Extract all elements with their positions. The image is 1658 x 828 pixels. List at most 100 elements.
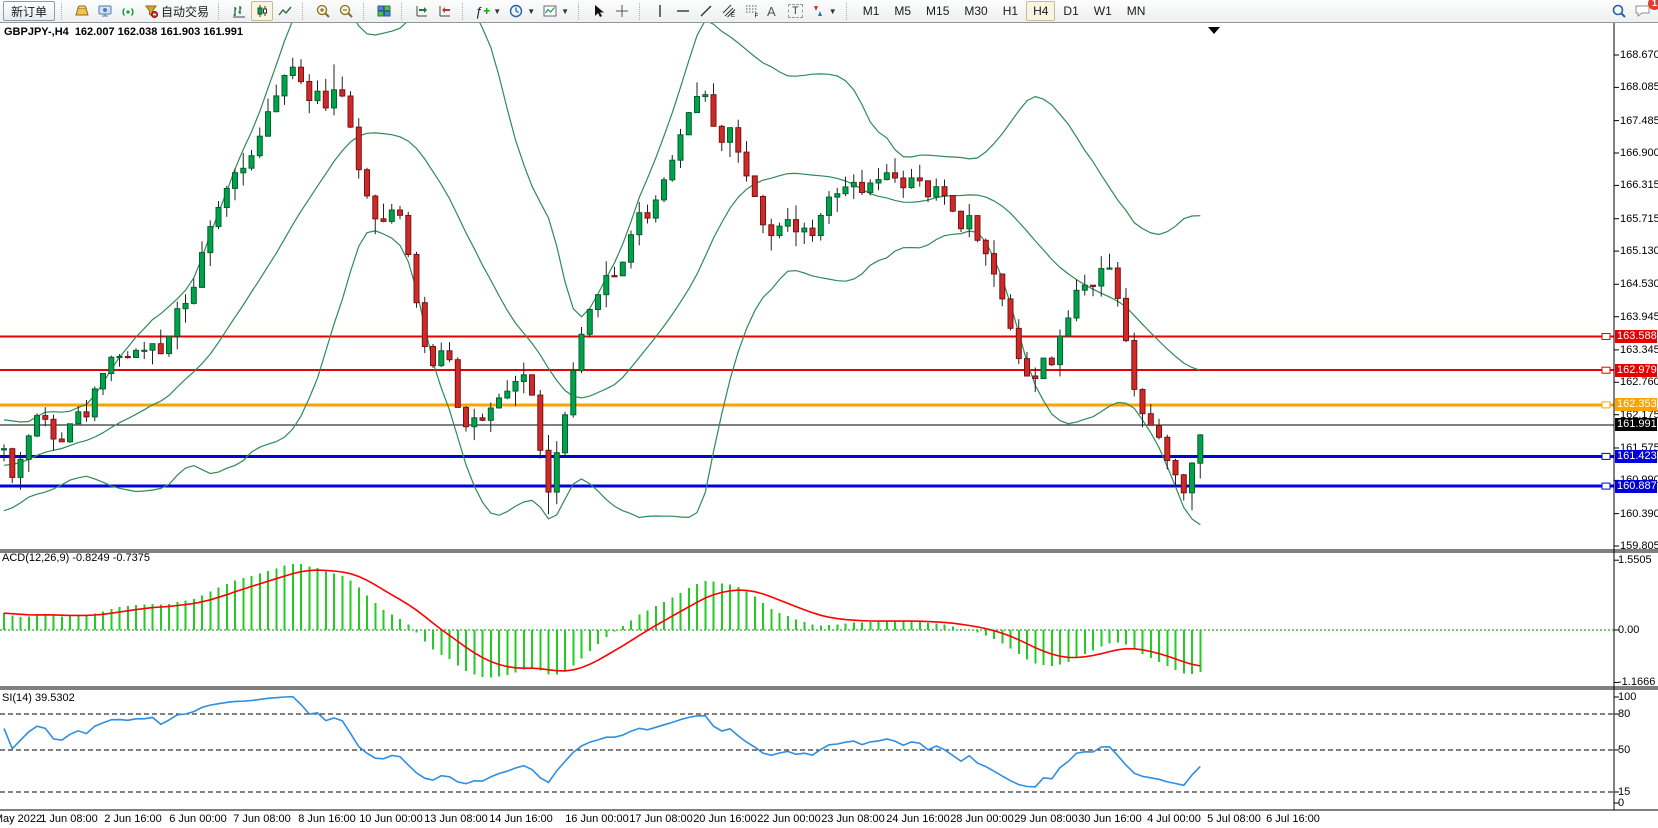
profiles-icon xyxy=(75,5,89,16)
text-label-button[interactable]: T xyxy=(785,1,806,21)
barchart-button[interactable] xyxy=(228,1,250,21)
candle-body xyxy=(793,219,799,233)
candle-body xyxy=(240,167,247,174)
new-order-label: 新订单 xyxy=(11,4,48,19)
time-axis[interactable] xyxy=(0,810,1658,828)
fibonacci-button[interactable]: F xyxy=(741,1,763,21)
chart-autoscroll-icon xyxy=(439,6,451,17)
hline-handle[interactable] xyxy=(1601,333,1611,340)
zoom-out-button[interactable] xyxy=(335,1,357,21)
vertical-line-button[interactable] xyxy=(649,1,671,21)
price-axis[interactable] xyxy=(1614,24,1658,810)
toolbar-separator xyxy=(462,2,467,20)
toolbar-separator xyxy=(845,2,851,20)
candle-body xyxy=(42,415,49,420)
candle-body xyxy=(339,89,346,97)
channel-button[interactable]: E xyxy=(718,1,740,21)
candle-body xyxy=(702,94,709,98)
candle-body xyxy=(1065,317,1072,337)
indicators-caret: ▼ xyxy=(493,6,502,16)
candle-body xyxy=(504,390,511,399)
arrows-button[interactable]: ▼ xyxy=(807,1,840,21)
profiles-button[interactable] xyxy=(71,1,93,21)
hline-handle[interactable] xyxy=(1601,366,1611,374)
candle-body xyxy=(314,90,321,102)
chart-autoscroll-button[interactable] xyxy=(434,1,456,21)
candle-body xyxy=(331,89,337,109)
candle-body xyxy=(1015,327,1022,360)
candle-body xyxy=(273,95,280,113)
candle-body xyxy=(859,181,865,193)
candle-body xyxy=(232,172,238,189)
hline-handle[interactable] xyxy=(1601,401,1611,409)
candle-body xyxy=(710,94,717,127)
candle-body xyxy=(454,359,461,408)
candle-body xyxy=(1197,434,1204,464)
signals-button[interactable] xyxy=(117,1,139,21)
timeframe-h1[interactable]: H1 xyxy=(996,1,1025,21)
candle-body xyxy=(1180,474,1187,494)
horizontal-line-button[interactable] xyxy=(672,1,694,21)
indicators-icon: ƒ xyxy=(475,3,483,19)
hline-handle[interactable] xyxy=(1601,452,1611,460)
trendline-button[interactable] xyxy=(695,1,717,21)
candle-body xyxy=(133,349,139,358)
candle-body xyxy=(958,210,964,230)
tile-windows-button[interactable] xyxy=(373,1,395,21)
candle-body xyxy=(100,373,106,390)
cursor-button[interactable] xyxy=(588,1,610,21)
candle-body xyxy=(463,406,469,428)
search-button[interactable] xyxy=(1608,1,1630,21)
candle-body xyxy=(388,209,395,222)
candle-body xyxy=(619,261,626,277)
candle-body xyxy=(1156,424,1162,438)
zoom-in-button[interactable] xyxy=(312,1,334,21)
linechart-button[interactable] xyxy=(274,1,296,21)
candle-body xyxy=(430,346,436,367)
candle-body xyxy=(281,75,288,97)
candlestick-button[interactable] xyxy=(251,1,274,21)
periods-button[interactable]: ▼ xyxy=(505,1,538,21)
candle-body xyxy=(124,355,131,359)
templates-button[interactable]: ▼ xyxy=(539,1,572,21)
candle-body xyxy=(562,414,568,454)
crosshair-button[interactable] xyxy=(611,1,633,21)
timeframe-m15[interactable]: M15 xyxy=(919,1,956,21)
scroll-to-end-button[interactable] xyxy=(411,1,433,21)
candle-body xyxy=(842,186,849,195)
new-order-button[interactable]: 新订单 xyxy=(3,1,56,21)
indicators-button[interactable]: ƒ + ▼ xyxy=(472,1,504,21)
timeframe-d1[interactable]: D1 xyxy=(1056,1,1085,21)
candle-body xyxy=(347,95,354,128)
hline-handle[interactable] xyxy=(1601,482,1611,490)
autotrading-button[interactable]: 自动交易 xyxy=(140,1,212,21)
candle-body xyxy=(661,179,667,201)
candle-body xyxy=(925,180,931,198)
candle-body xyxy=(669,159,676,181)
community-button[interactable] xyxy=(94,1,116,21)
chart-shift-marker[interactable] xyxy=(1208,27,1220,34)
candle-body xyxy=(636,212,643,236)
candle-body xyxy=(867,182,874,193)
candle-body xyxy=(25,435,32,460)
candle-body xyxy=(727,127,733,143)
zoom-out-icon xyxy=(339,4,353,18)
candle-body xyxy=(892,172,898,179)
candle-body xyxy=(908,177,915,189)
candle-body xyxy=(875,179,882,184)
candle-body xyxy=(982,239,989,255)
barchart-icon xyxy=(233,6,246,18)
timeframe-m1[interactable]: M1 xyxy=(856,1,887,21)
candle-body xyxy=(149,343,156,351)
candle-body xyxy=(438,350,445,367)
timeframe-mn[interactable]: MN xyxy=(1120,1,1153,21)
candle-body xyxy=(776,225,783,237)
candle-body xyxy=(116,355,123,359)
text-button[interactable]: A xyxy=(764,1,784,21)
timeframe-h4[interactable]: H4 xyxy=(1026,1,1056,21)
timeframe-m30[interactable]: M30 xyxy=(957,1,994,21)
scroll-to-end-icon xyxy=(416,6,428,17)
timeframe-w1[interactable]: W1 xyxy=(1087,1,1119,21)
timeframe-m5[interactable]: M5 xyxy=(887,1,918,21)
